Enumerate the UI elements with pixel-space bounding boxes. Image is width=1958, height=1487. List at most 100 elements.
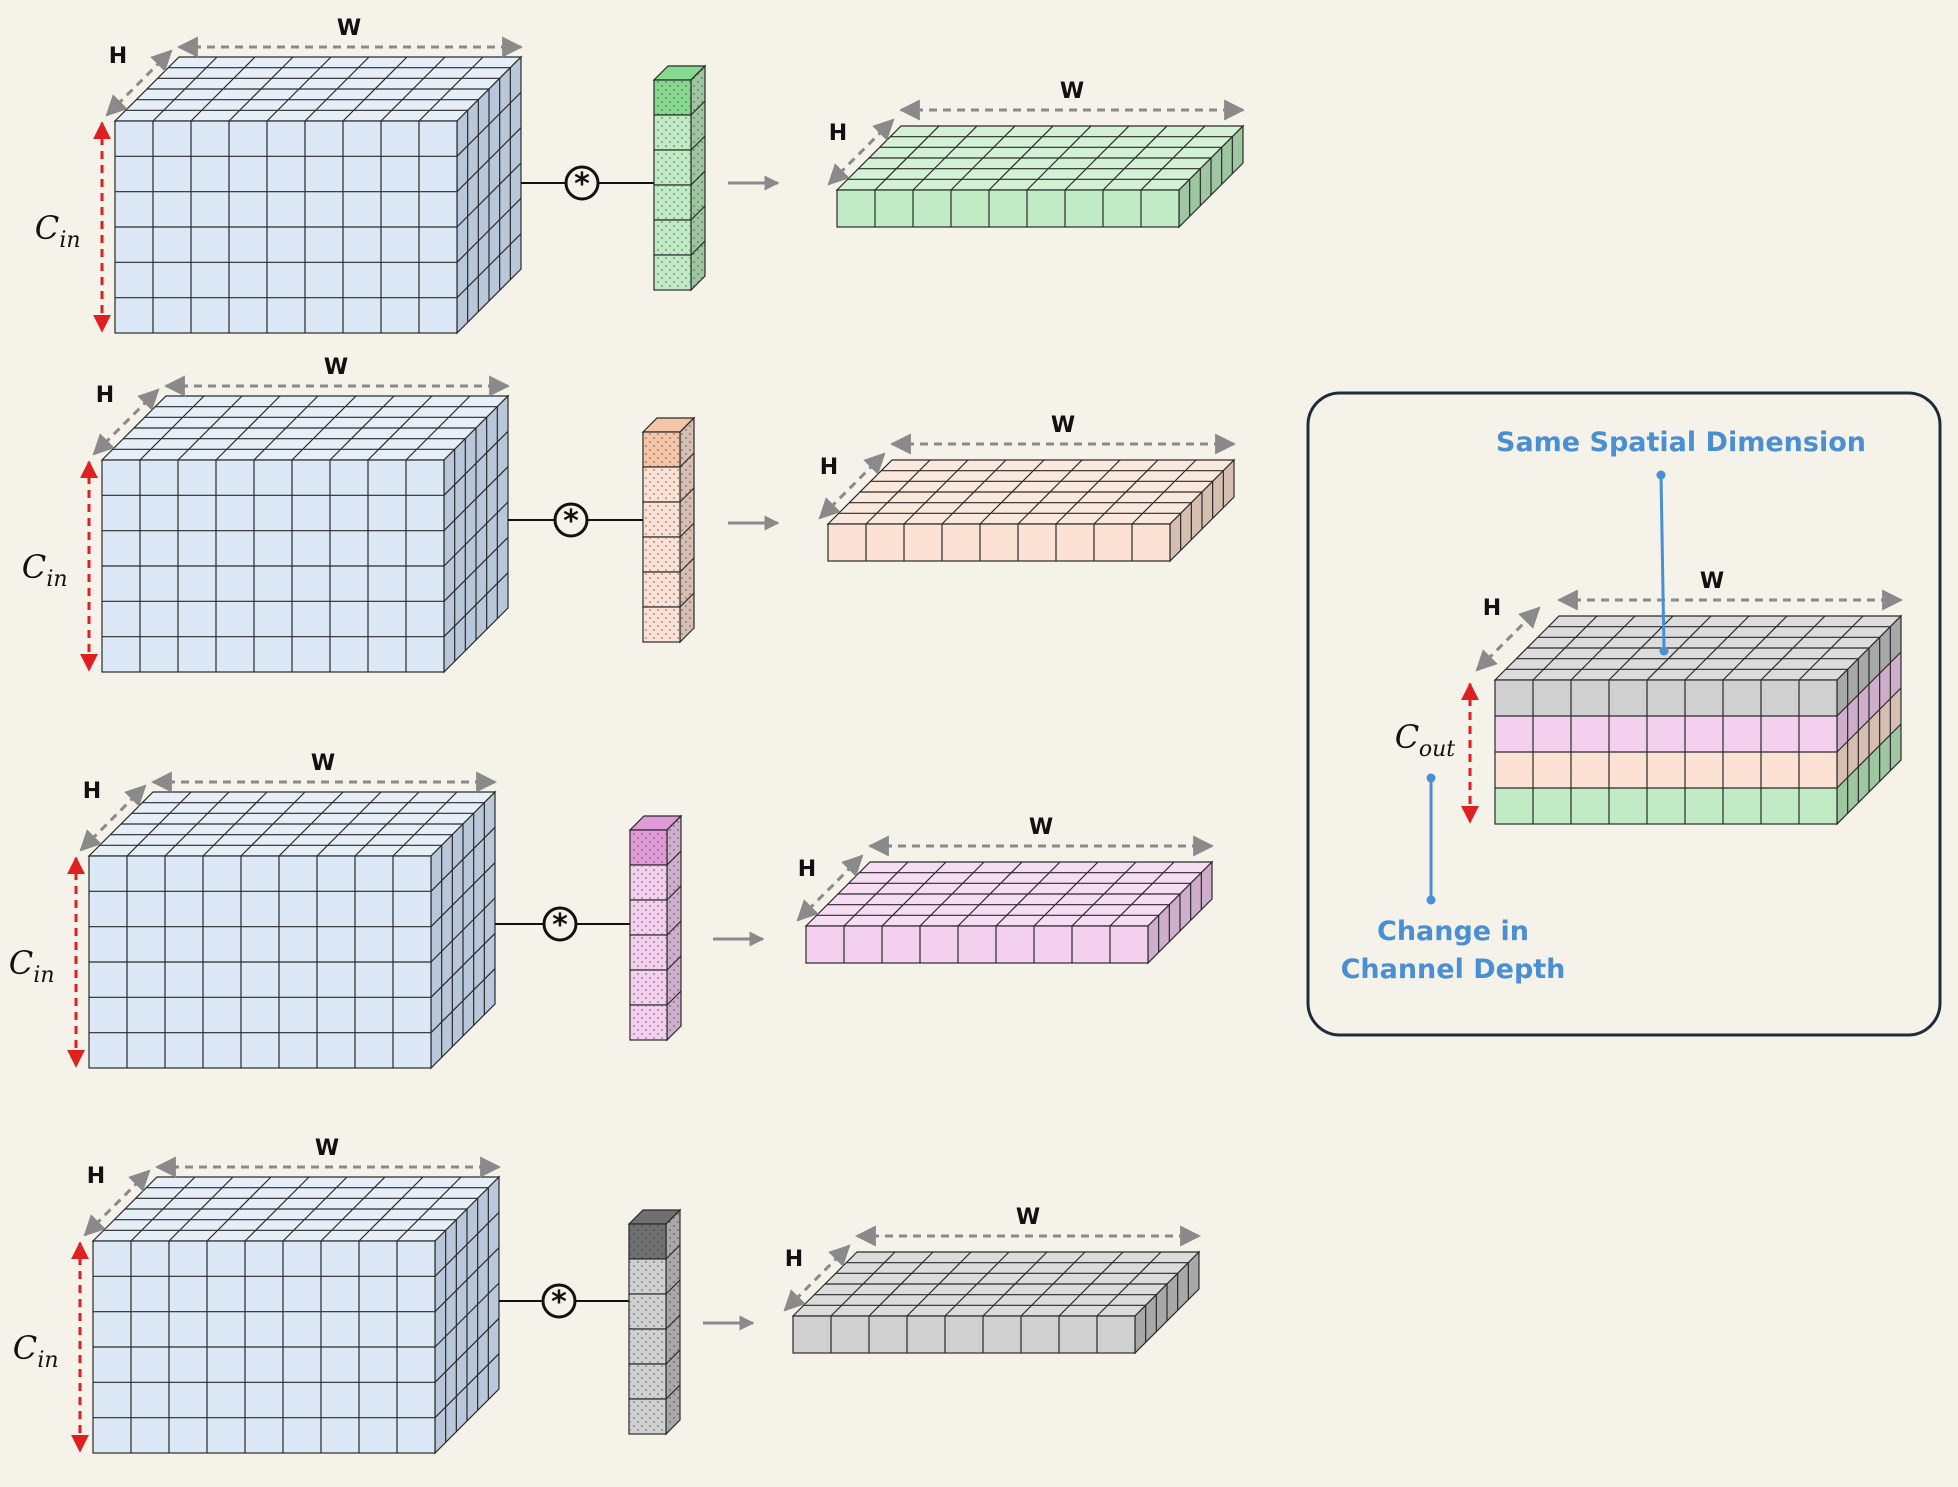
grid-line: [1055, 459, 1121, 525]
grid-line: [881, 861, 947, 927]
grid-line: [1532, 615, 1598, 681]
filter-cell-dots: [655, 186, 690, 219]
summary-panel: Same Spatial Dimension Change in Channel…: [1306, 391, 1942, 1037]
grid-line: [944, 1251, 1010, 1317]
grid-line: [392, 791, 458, 857]
convolution-row-2: WHC in*WH: [22, 355, 1237, 674]
grid-line: [434, 1211, 500, 1277]
grid-line: [666, 815, 682, 831]
grid-line: [430, 932, 496, 998]
grid-line: [329, 395, 395, 461]
grid-line: [957, 861, 1023, 927]
grid-line: [1140, 125, 1206, 191]
filter-cell-dots: [630, 1260, 665, 1293]
height-label: H: [798, 857, 816, 882]
grid-line: [244, 1176, 310, 1242]
block-front-face: [792, 1315, 1136, 1354]
output-feature-map: WH: [818, 413, 1237, 563]
grid-line: [690, 135, 706, 151]
grid-line: [430, 897, 496, 963]
output-stack-block: W H C out: [1395, 470, 1904, 905]
grid-line: [982, 1251, 1048, 1317]
grid-line: [1064, 125, 1130, 191]
grid-line: [164, 791, 230, 857]
grid-line: [941, 459, 1007, 525]
grid-line: [443, 501, 509, 567]
height-arrow: [79, 784, 147, 852]
grid-line: [1131, 459, 1197, 525]
filter-cell-dots: [630, 1295, 665, 1328]
grid-line: [666, 920, 682, 936]
width-label: W: [1051, 413, 1075, 438]
grid-line: [1093, 459, 1159, 525]
filter-cell-dots: [655, 221, 690, 254]
grid-line: [690, 240, 706, 256]
grid-line: [456, 197, 522, 263]
grid-line: [1646, 615, 1712, 681]
grid-line: [456, 127, 522, 193]
filter-cell-dots: [630, 1365, 665, 1398]
channel-label: C: [35, 209, 59, 247]
grid-line: [1836, 723, 1902, 789]
input-tensor: W H C in: [13, 1136, 502, 1455]
asterisk-circle-icon: [541, 1283, 577, 1319]
filter-cell-dots: [655, 116, 690, 149]
grid-line: [253, 395, 319, 461]
filter-cell-dots: [644, 573, 679, 606]
grid-line: [443, 572, 509, 638]
grid-line: [177, 395, 243, 461]
grid-line: [665, 1209, 681, 1225]
filter-1x1: [628, 814, 683, 1042]
grid-line: [380, 56, 446, 122]
grid-line: [995, 861, 1061, 927]
grid-line: [919, 861, 985, 927]
channel-out-label: C: [1395, 718, 1419, 756]
width-label: W: [324, 355, 348, 380]
grid-line: [1102, 125, 1168, 191]
filter-cell-dots: [644, 608, 679, 641]
filter-cell-dots: [644, 503, 679, 536]
grid-line: [367, 395, 433, 461]
grid-line: [1071, 861, 1137, 927]
height-arrow: [818, 452, 886, 520]
height-arrow: [105, 49, 173, 117]
grid-line: [228, 56, 294, 122]
filter-cell-dots: [631, 866, 666, 899]
grid-line: [679, 522, 695, 538]
grid-line: [456, 162, 522, 228]
grid-line: [282, 1176, 348, 1242]
channel-subscript: in: [37, 1348, 58, 1373]
asterisk-symbol: *: [552, 908, 568, 943]
grid-line: [1109, 861, 1175, 927]
block-front-face: [827, 523, 1171, 562]
grid-line: [354, 791, 420, 857]
grid-line: [665, 1244, 681, 1260]
width-label: W: [1029, 815, 1053, 840]
grid-line: [679, 452, 695, 468]
grid-line: [1017, 459, 1083, 525]
grid-line: [679, 557, 695, 573]
grid-line: [206, 1176, 272, 1242]
output-feature-map: WH: [796, 815, 1215, 965]
filter-cell-dots: [644, 433, 679, 466]
grid-line: [912, 125, 978, 191]
grid-line: [1798, 615, 1864, 681]
channel-subscript: in: [33, 963, 54, 988]
convolution-row-3: WHC in*WH: [9, 751, 1215, 1070]
asterisk-symbol: *: [574, 167, 590, 202]
grid-line: [396, 1176, 462, 1242]
grid-line: [291, 395, 357, 461]
grid-line: [1684, 615, 1750, 681]
height-arrow: [827, 118, 895, 186]
filter-cell-dots: [631, 971, 666, 1004]
grid-line: [304, 56, 370, 122]
height-arrow: [796, 854, 864, 922]
spatial-callout-line: [1659, 474, 1666, 652]
width-label: W: [311, 751, 335, 776]
summary-box: [1306, 391, 1942, 1037]
grid-line: [430, 862, 496, 928]
grid-line: [430, 968, 496, 1034]
change-in-note: Change in: [1377, 916, 1529, 947]
grid-line: [434, 1247, 500, 1313]
